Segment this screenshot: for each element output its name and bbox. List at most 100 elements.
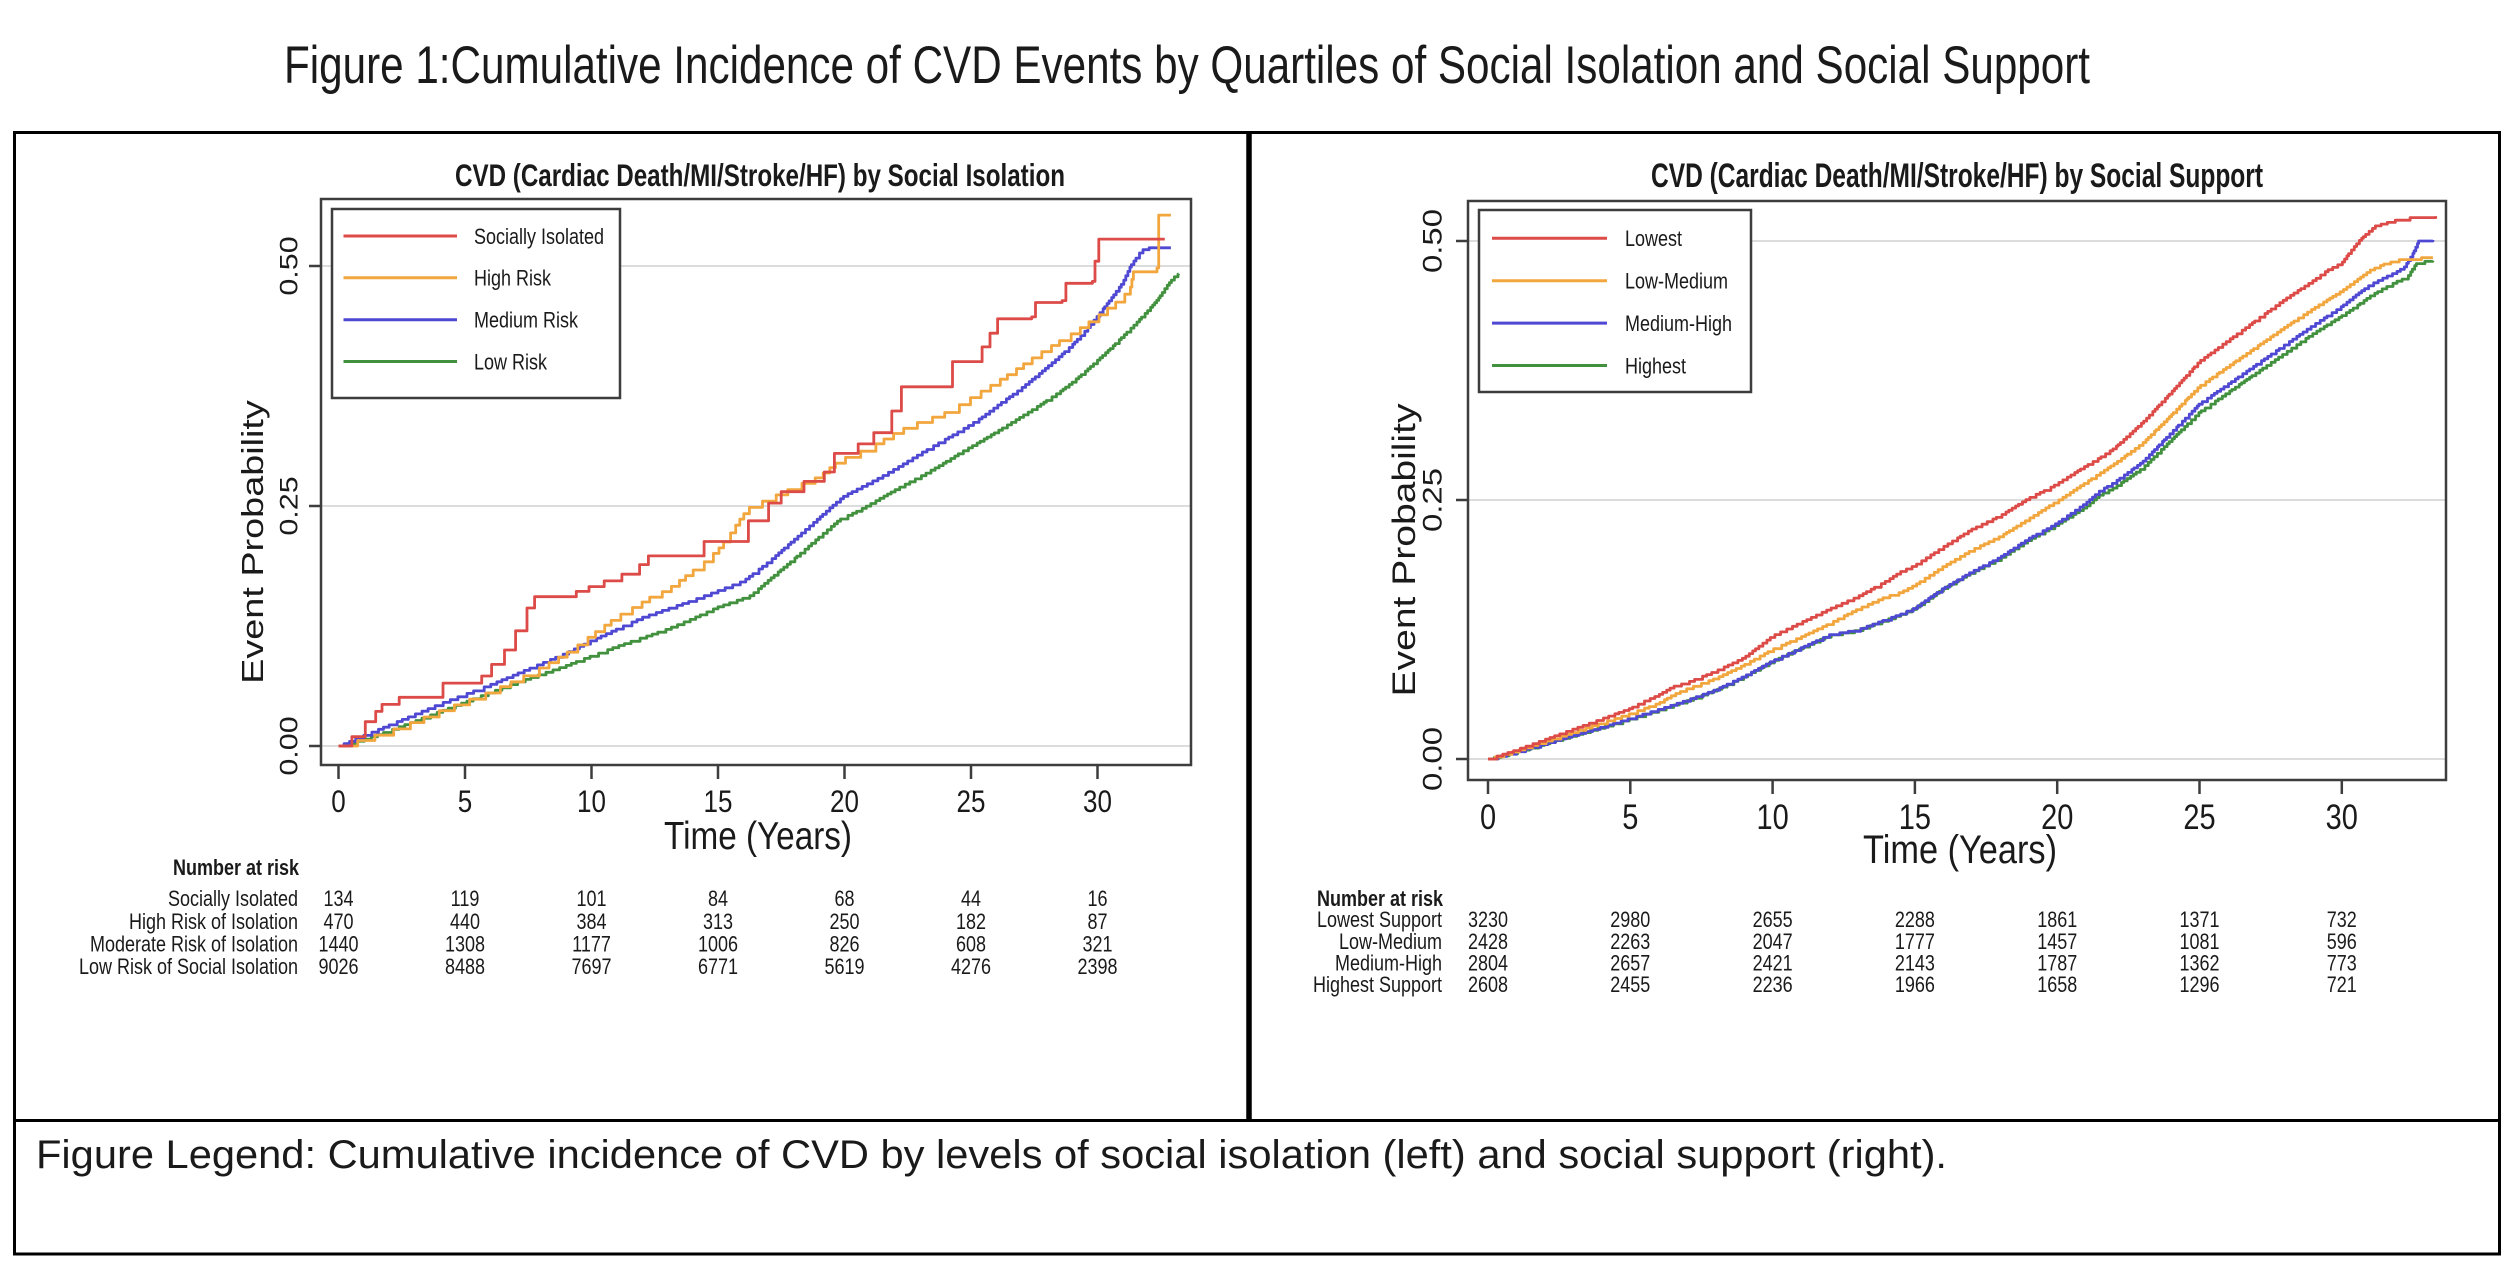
svg-text:25: 25 <box>2183 797 2215 836</box>
svg-text:2428: 2428 <box>1468 930 1508 954</box>
svg-text:Low Risk: Low Risk <box>474 351 548 375</box>
svg-text:2143: 2143 <box>1895 952 1935 976</box>
svg-text:2398: 2398 <box>1077 955 1117 979</box>
svg-text:0: 0 <box>331 785 345 820</box>
svg-text:Medium-High: Medium-High <box>1625 312 1732 336</box>
svg-text:0.50: 0.50 <box>275 236 303 295</box>
svg-text:2047: 2047 <box>1753 930 1793 954</box>
svg-text:9026: 9026 <box>318 955 358 979</box>
svg-text:Moderate Risk of Isolation: Moderate Risk of Isolation <box>90 933 298 957</box>
svg-text:0.25: 0.25 <box>1418 468 1448 532</box>
svg-text:25: 25 <box>957 785 986 820</box>
svg-text:1362: 1362 <box>2179 952 2219 976</box>
svg-text:596: 596 <box>2327 930 2357 954</box>
svg-text:1966: 1966 <box>1895 973 1935 997</box>
svg-text:440: 440 <box>450 910 480 934</box>
svg-text:Event Probability: Event Probability <box>236 399 270 683</box>
svg-text:826: 826 <box>829 933 859 957</box>
svg-text:5619: 5619 <box>824 955 864 979</box>
svg-text:CVD (Cardiac Death/MI/Stroke/H: CVD (Cardiac Death/MI/Stroke/HF) by Soci… <box>455 159 1065 194</box>
svg-text:Low-Medium: Low-Medium <box>1625 270 1728 294</box>
svg-text:1787: 1787 <box>2037 952 2077 976</box>
svg-text:2288: 2288 <box>1895 908 1935 932</box>
svg-text:608: 608 <box>956 933 986 957</box>
svg-text:5: 5 <box>458 785 472 820</box>
svg-text:Socially Isolated: Socially Isolated <box>474 225 604 249</box>
svg-text:Low-Medium: Low-Medium <box>1339 930 1442 954</box>
svg-text:2657: 2657 <box>1610 952 1650 976</box>
svg-text:20: 20 <box>2041 797 2073 836</box>
svg-text:Number at risk: Number at risk <box>1317 887 1444 911</box>
svg-text:15: 15 <box>704 785 733 820</box>
svg-text:384: 384 <box>576 910 606 934</box>
svg-text:134: 134 <box>323 887 353 911</box>
svg-text:84: 84 <box>708 887 728 911</box>
svg-text:0: 0 <box>1480 797 1496 836</box>
svg-text:30: 30 <box>2326 797 2358 836</box>
svg-text:1861: 1861 <box>2037 908 2077 932</box>
svg-text:2655: 2655 <box>1753 908 1793 932</box>
svg-text:1081: 1081 <box>2179 930 2219 954</box>
svg-text:87: 87 <box>1087 910 1107 934</box>
svg-text:1308: 1308 <box>445 933 485 957</box>
svg-text:1296: 1296 <box>2179 973 2219 997</box>
svg-text:Socially Isolated: Socially Isolated <box>168 887 298 911</box>
svg-text:2608: 2608 <box>1468 973 1508 997</box>
svg-text:8488: 8488 <box>445 955 485 979</box>
svg-text:1440: 1440 <box>318 933 358 957</box>
svg-text:5: 5 <box>1622 797 1638 836</box>
svg-text:182: 182 <box>956 910 986 934</box>
svg-text:7697: 7697 <box>571 955 611 979</box>
svg-text:119: 119 <box>451 887 480 911</box>
svg-text:0.00: 0.00 <box>1418 727 1448 791</box>
svg-text:68: 68 <box>834 887 854 911</box>
svg-text:Highest: Highest <box>1625 355 1686 379</box>
svg-text:2804: 2804 <box>1468 952 1508 976</box>
svg-text:1371: 1371 <box>2179 908 2219 932</box>
svg-text:732: 732 <box>2327 908 2357 932</box>
svg-text:Time (Years): Time (Years) <box>664 814 852 858</box>
svg-text:CVD (Cardiac Death/MI/Stroke/H: CVD (Cardiac Death/MI/Stroke/HF) by Soci… <box>1651 156 2263 194</box>
svg-text:470: 470 <box>323 910 353 934</box>
svg-text:4276: 4276 <box>951 955 991 979</box>
svg-text:30: 30 <box>1083 785 1112 820</box>
svg-text:2421: 2421 <box>1753 952 1793 976</box>
svg-text:Number at risk: Number at risk <box>173 856 300 880</box>
svg-text:2980: 2980 <box>1610 908 1650 932</box>
svg-text:313: 313 <box>703 910 733 934</box>
svg-text:High Risk: High Risk <box>474 267 552 291</box>
svg-text:0.50: 0.50 <box>1418 209 1448 273</box>
svg-text:20: 20 <box>830 785 859 820</box>
svg-text:0.25: 0.25 <box>275 476 303 535</box>
svg-text:2455: 2455 <box>1610 973 1650 997</box>
svg-text:1777: 1777 <box>1895 930 1935 954</box>
svg-text:1457: 1457 <box>2037 930 2077 954</box>
svg-text:Low Risk of Social Isolation: Low Risk of Social Isolation <box>79 955 298 979</box>
svg-text:1006: 1006 <box>698 933 738 957</box>
svg-text:Medium Risk: Medium Risk <box>474 309 579 333</box>
svg-text:721: 721 <box>2327 973 2357 997</box>
svg-text:16: 16 <box>1087 887 1107 911</box>
svg-text:Lowest Support: Lowest Support <box>1317 908 1442 932</box>
svg-text:2263: 2263 <box>1610 930 1650 954</box>
svg-text:1177: 1177 <box>572 933 611 957</box>
svg-text:15: 15 <box>1899 797 1931 836</box>
svg-text:773: 773 <box>2327 952 2357 976</box>
svg-text:101: 101 <box>576 887 606 911</box>
svg-text:2236: 2236 <box>1753 973 1793 997</box>
svg-text:Figure Legend: Cumulative inci: Figure Legend: Cumulative incidence of C… <box>36 1132 1947 1177</box>
svg-text:0.00: 0.00 <box>275 716 303 775</box>
svg-text:Time (Years): Time (Years) <box>1863 827 2057 872</box>
svg-text:High Risk of Isolation: High Risk of Isolation <box>129 910 298 934</box>
svg-text:Highest Support: Highest Support <box>1313 973 1442 997</box>
svg-text:321: 321 <box>1082 933 1112 957</box>
svg-text:1658: 1658 <box>2037 973 2077 997</box>
svg-text:44: 44 <box>961 887 981 911</box>
svg-text:3230: 3230 <box>1468 908 1508 932</box>
svg-text:10: 10 <box>1756 797 1788 836</box>
svg-text:6771: 6771 <box>698 955 738 979</box>
svg-text:Lowest: Lowest <box>1625 228 1682 252</box>
svg-text:Figure 1:Cumulative Incidence: Figure 1:Cumulative Incidence of CVD Eve… <box>284 37 2090 95</box>
svg-text:Event Probability: Event Probability <box>1386 403 1422 696</box>
svg-text:Medium-High: Medium-High <box>1335 952 1442 976</box>
